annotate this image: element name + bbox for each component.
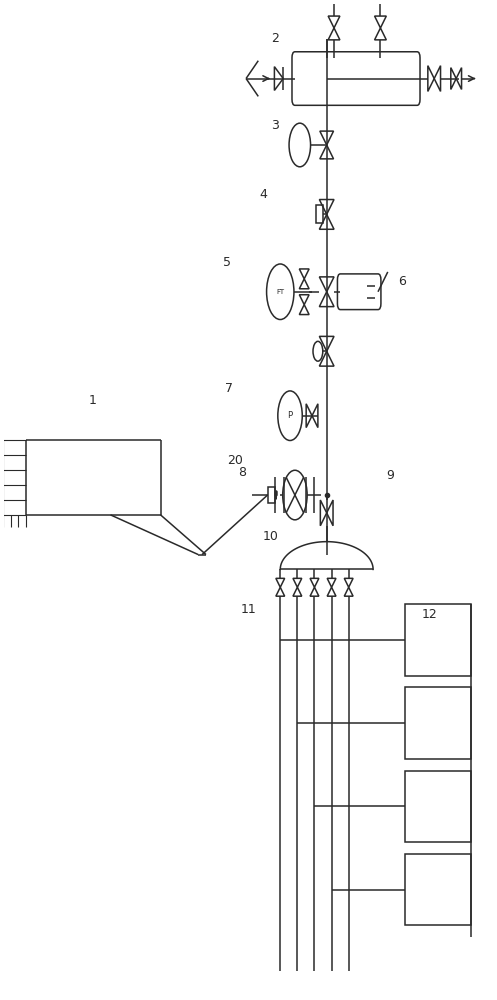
Bar [316,205,323,223]
Text: 3: 3 [271,119,279,132]
Text: P: P [287,411,293,420]
Text: FT: FT [276,289,284,295]
Bar [267,487,275,503]
Text: 10: 10 [262,530,278,543]
Bar [405,604,471,676]
Text: 20: 20 [227,454,243,467]
Text: 11: 11 [241,603,256,616]
Text: 4: 4 [259,188,267,201]
Text: 9: 9 [386,469,394,482]
Bar [405,854,471,925]
Text: 7: 7 [225,382,233,395]
Text: 2: 2 [271,32,279,45]
Bar [405,771,471,842]
Text: 5: 5 [223,255,231,268]
Text: 6: 6 [399,275,407,288]
Bar [405,687,471,759]
Text: 12: 12 [421,608,437,621]
Text: 8: 8 [238,466,246,479]
Text: 1: 1 [88,394,96,407]
